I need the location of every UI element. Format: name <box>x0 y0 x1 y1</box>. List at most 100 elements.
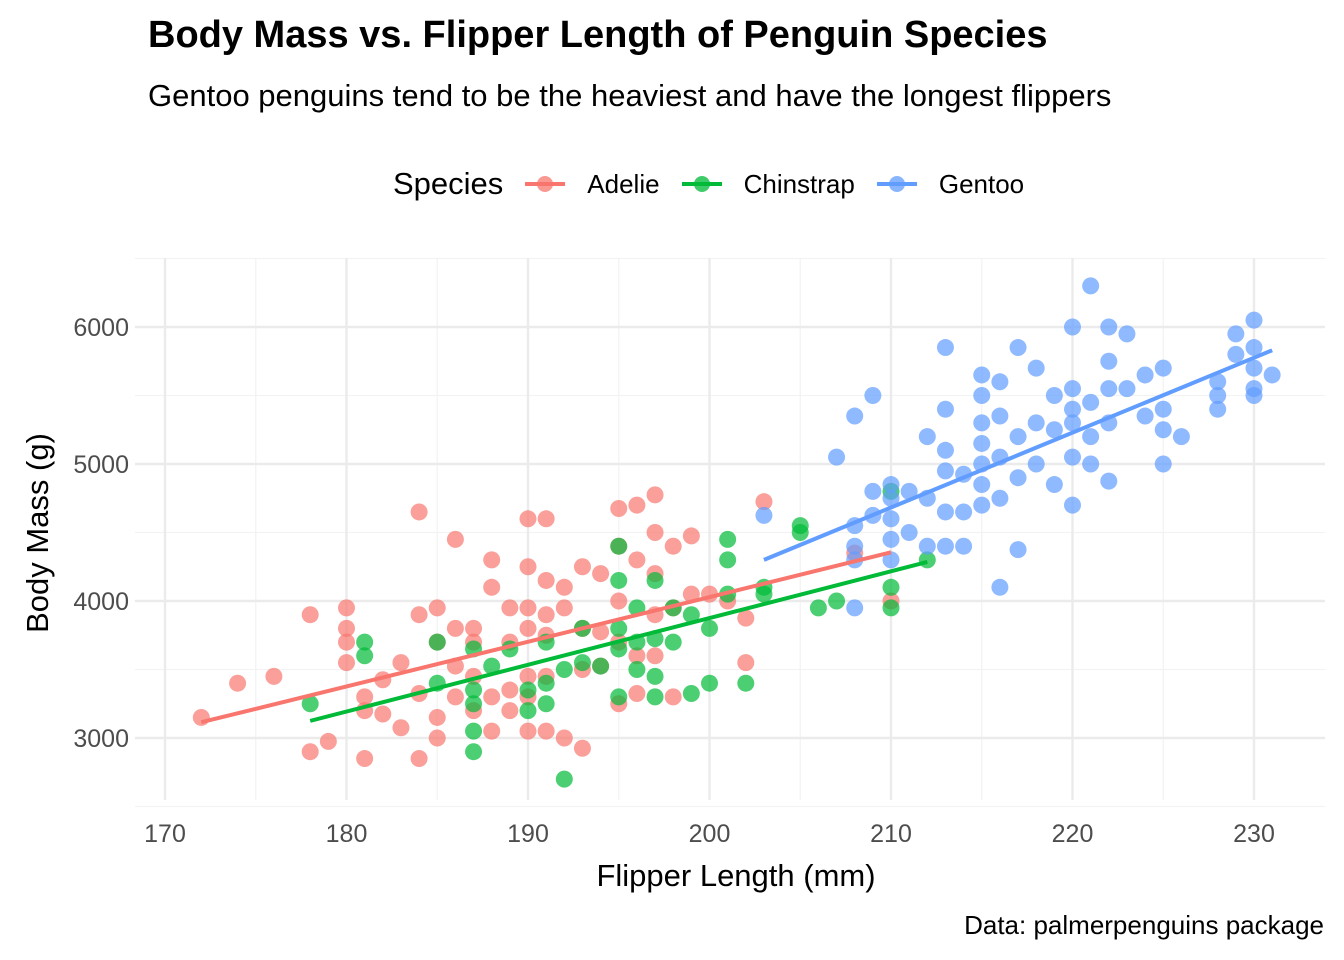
data-point-adelie <box>501 599 519 617</box>
data-point-adelie <box>356 750 374 768</box>
data-point-gentoo <box>1064 496 1081 514</box>
data-point-chinstrap <box>356 633 374 651</box>
data-point-chinstrap <box>737 674 755 692</box>
data-point-gentoo <box>1154 421 1172 439</box>
data-point-adelie <box>628 684 646 702</box>
data-point-adelie <box>483 722 501 740</box>
legend-label-adelie: Adelie <box>587 168 660 199</box>
legend-label-chinstrap: Chinstrap <box>743 168 855 199</box>
data-point-gentoo <box>991 373 1009 391</box>
data-point-gentoo <box>882 489 900 507</box>
data-point-gentoo <box>936 503 954 521</box>
data-point-gentoo <box>1172 428 1190 446</box>
legend-key-dot <box>888 176 905 192</box>
data-point-gentoo <box>1009 339 1027 357</box>
trend-line-gentoo <box>763 348 1273 562</box>
data-point-adelie <box>628 496 646 514</box>
data-point-gentoo <box>1009 541 1027 559</box>
data-point-adelie <box>319 732 337 750</box>
data-point-adelie <box>265 667 283 685</box>
data-point-chinstrap <box>555 770 573 788</box>
data-point-gentoo <box>991 578 1009 596</box>
data-point-gentoo <box>1118 380 1136 398</box>
data-point-adelie <box>338 633 355 651</box>
legend-key-gentoo <box>876 176 917 192</box>
data-point-adelie <box>610 592 628 610</box>
data-point-adelie <box>501 681 519 699</box>
data-point-chinstrap <box>356 647 374 665</box>
data-point-gentoo <box>1064 400 1081 418</box>
data-point-gentoo <box>1245 311 1263 329</box>
data-point-chinstrap <box>882 599 900 617</box>
data-point-gentoo <box>1136 407 1154 425</box>
data-point-gentoo <box>991 489 1009 507</box>
y-tick-label: 6000 <box>73 314 129 342</box>
data-point-gentoo <box>973 366 991 384</box>
data-point-adelie <box>338 599 355 617</box>
data-point-chinstrap <box>682 606 700 624</box>
data-point-adelie <box>646 524 664 541</box>
data-point-adelie <box>573 739 591 757</box>
data-point-adelie <box>573 558 591 576</box>
data-point-adelie <box>646 486 664 504</box>
data-point-adelie <box>428 729 446 747</box>
trend-lines <box>200 348 1273 725</box>
data-point-adelie <box>356 688 374 706</box>
data-point-adelie <box>755 493 773 511</box>
data-point-gentoo <box>846 599 864 617</box>
data-point-gentoo <box>1118 325 1136 343</box>
data-point-adelie <box>628 551 646 569</box>
x-axis-title: Flipper Length (mm) <box>596 858 875 893</box>
y-tick-label: 3000 <box>73 725 129 753</box>
data-point-gentoo <box>1209 373 1227 391</box>
chart-title: Body Mass vs. Flipper Length of Penguin … <box>148 14 1048 56</box>
data-point-gentoo <box>1263 366 1281 384</box>
data-point-gentoo <box>882 476 900 494</box>
x-tick-label: 220 <box>1052 820 1094 848</box>
data-point-gentoo <box>973 434 991 452</box>
trend-line-adelie <box>200 550 892 725</box>
data-point-adelie <box>428 708 446 726</box>
data-point-gentoo <box>918 537 936 555</box>
data-points <box>192 277 1281 788</box>
data-point-chinstrap <box>882 578 900 596</box>
data-point-chinstrap <box>701 674 718 692</box>
data-point-gentoo <box>955 503 973 521</box>
x-tick-label: 230 <box>1233 820 1275 848</box>
x-tick-label: 180 <box>326 820 368 848</box>
data-point-gentoo <box>1045 387 1063 404</box>
data-point-adelie <box>446 619 464 637</box>
data-point-chinstrap <box>628 661 646 678</box>
x-tick-label: 190 <box>507 820 549 848</box>
data-point-adelie <box>410 606 428 624</box>
data-point-adelie <box>501 702 519 720</box>
data-point-adelie <box>483 551 501 569</box>
legend-item-gentoo: Gentoo <box>876 169 1024 200</box>
data-point-adelie <box>483 688 501 706</box>
data-point-adelie <box>392 654 410 672</box>
legend-item-chinstrap: Chinstrap <box>681 168 855 200</box>
data-point-chinstrap <box>573 654 591 672</box>
data-point-chinstrap <box>701 619 718 637</box>
data-point-gentoo <box>1027 414 1045 432</box>
data-point-gentoo <box>1082 277 1100 295</box>
data-point-gentoo <box>1154 455 1172 473</box>
data-point-gentoo <box>1209 400 1227 418</box>
data-point-adelie <box>610 500 628 518</box>
data-point-adelie <box>192 708 210 726</box>
legend-key-dot <box>693 176 710 192</box>
data-point-gentoo <box>1045 476 1063 494</box>
data-point-adelie <box>519 558 537 576</box>
data-point-gentoo <box>882 551 900 569</box>
data-point-gentoo <box>973 387 991 404</box>
data-point-gentoo <box>1027 455 1045 473</box>
y-axis-title: Body Mass (g) <box>20 433 55 633</box>
data-point-gentoo <box>1100 380 1118 398</box>
y-tick-label: 5000 <box>73 451 129 479</box>
data-point-adelie <box>682 527 700 545</box>
x-tick-label: 170 <box>144 820 186 848</box>
data-point-gentoo <box>973 476 991 494</box>
data-point-adelie <box>392 719 410 737</box>
data-point-adelie <box>737 609 755 627</box>
data-point-adelie <box>301 606 319 624</box>
